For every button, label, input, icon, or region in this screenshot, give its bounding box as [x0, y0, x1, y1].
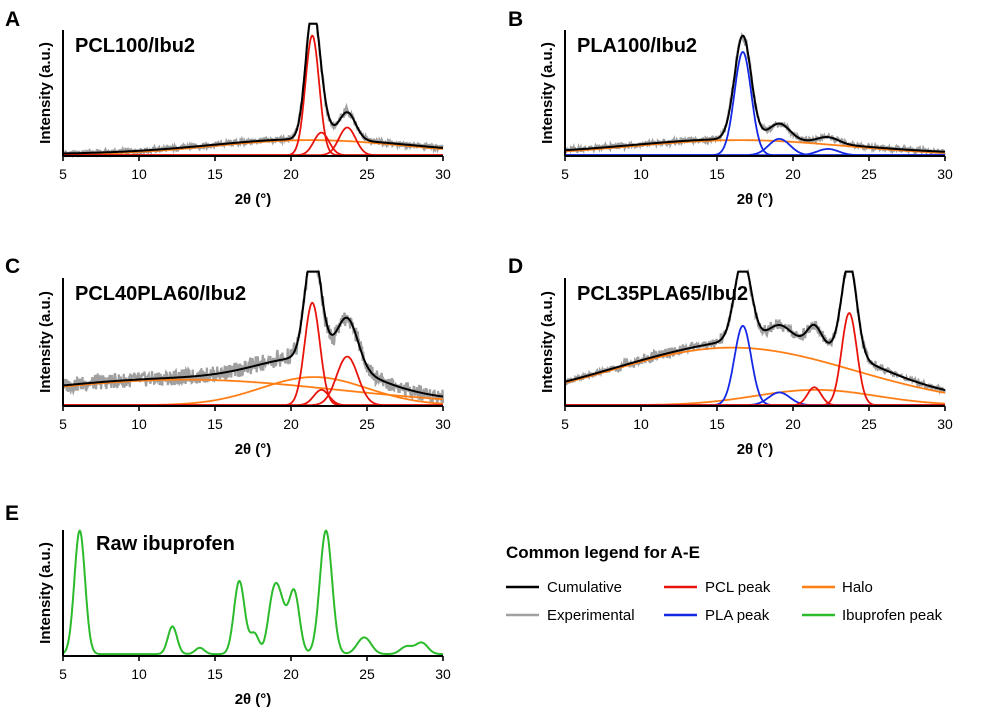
panel-title: PLA100/Ibu2	[577, 35, 697, 57]
panel-title: Raw ibuprofen	[96, 533, 235, 555]
panel-title: PCL40PLA60/Ibu2	[75, 283, 246, 305]
x-tick-label: 20	[785, 166, 801, 182]
x-tick-label: 10	[131, 666, 147, 682]
panel-title: PCL100/Ibu2	[75, 35, 195, 57]
x-tick-label: 10	[131, 416, 147, 432]
x-tick-label: 15	[207, 416, 223, 432]
x-tick-label: 30	[435, 666, 451, 682]
x-tick-label: 15	[207, 666, 223, 682]
panel-letter: E	[5, 502, 19, 525]
x-tick-label: 5	[59, 666, 67, 682]
x-tick-label: 25	[359, 416, 375, 432]
x-tick-label: 20	[785, 416, 801, 432]
x-tick-label: 5	[561, 416, 569, 432]
legend-entry-label: Ibuprofen peak	[842, 607, 943, 624]
x-tick-label: 10	[633, 416, 649, 432]
cumulative-curve	[62, 22, 443, 155]
panel-letter: B	[508, 8, 523, 31]
legend-entry-label: PCL peak	[705, 579, 771, 596]
halo-curve	[63, 139, 444, 156]
x-tick-label: 25	[359, 666, 375, 682]
pcl-peak-curve	[63, 389, 443, 407]
x-axis-label: 2θ (°)	[737, 191, 774, 208]
x-tick-label: 5	[59, 416, 67, 432]
halo-curve	[63, 378, 443, 401]
cumulative-curve	[564, 270, 946, 391]
cumulative-curve	[565, 34, 946, 153]
y-axis-label: Intensity (a.u.)	[37, 291, 54, 393]
x-axis-label: 2θ (°)	[235, 191, 272, 208]
x-axis-label: 2θ (°)	[737, 441, 774, 458]
legend-title: Common legend for A-E	[506, 543, 700, 562]
panel-title: PCL35PLA65/Ibu2	[577, 283, 748, 305]
x-tick-label: 15	[709, 416, 725, 432]
x-tick-label: 20	[283, 666, 299, 682]
x-tick-label: 20	[283, 166, 299, 182]
y-axis-label: Intensity (a.u.)	[37, 542, 54, 644]
x-tick-label: 30	[937, 416, 953, 432]
y-axis-label: Intensity (a.u.)	[539, 42, 556, 144]
halo-curve	[564, 346, 946, 394]
x-tick-label: 10	[131, 166, 147, 182]
x-tick-label: 30	[435, 166, 451, 182]
panel-d: 5 10 15 20 25 30 2θ (°) Intensity (a.u.) D PCL35P…	[508, 255, 953, 458]
pcl-peak-curve	[565, 312, 945, 407]
y-axis-label: Intensity (a.u.)	[37, 42, 54, 144]
x-tick-label: 10	[633, 166, 649, 182]
x-axis-label: 2θ (°)	[235, 441, 272, 458]
pla-peak-curve	[565, 391, 945, 407]
x-tick-label: 5	[561, 166, 569, 182]
legend-entry-label: PLA peak	[705, 607, 770, 624]
legend-entry-label: Experimental	[547, 607, 635, 624]
legend-entry-label: Cumulative	[547, 579, 622, 596]
x-axis-label: 2θ (°)	[235, 691, 272, 708]
x-tick-label: 30	[435, 416, 451, 432]
x-tick-label: 15	[709, 166, 725, 182]
panel-b: 5 10 15 20 25 30 2θ (°) Intensity (a.u.) B PLA100…	[508, 8, 953, 208]
panel-letter: A	[5, 8, 20, 31]
legend-entry-label: Halo	[842, 579, 873, 596]
y-axis-label: Intensity (a.u.)	[539, 291, 556, 393]
halo-curve	[565, 139, 945, 154]
x-tick-label: 25	[861, 416, 877, 432]
x-tick-label: 5	[59, 166, 67, 182]
x-tick-label: 25	[861, 166, 877, 182]
panel-c: 5 10 15 20 25 30 2θ (°) Intensity (a.u.) C PCL40P…	[5, 255, 451, 458]
panel-a: 5 10 15 20 25 30 2θ (°) Intensity (a.u.) A PCL100…	[5, 8, 451, 208]
panel-letter: C	[5, 255, 20, 278]
cumulative-curve	[62, 270, 444, 398]
panel-e: 5 10 15 20 25 30 2θ (°) Intensity (a.u.) E Raw ib…	[5, 502, 451, 708]
legend: Common legend for A-E Cumulative Experimen…	[506, 543, 943, 624]
x-tick-label: 20	[283, 416, 299, 432]
x-tick-label: 15	[207, 166, 223, 182]
panel-letter: D	[508, 255, 523, 278]
x-tick-label: 30	[937, 166, 953, 182]
ibuprofen-peak-curve	[62, 529, 443, 656]
x-tick-label: 25	[359, 166, 375, 182]
halo-curve	[565, 389, 945, 407]
